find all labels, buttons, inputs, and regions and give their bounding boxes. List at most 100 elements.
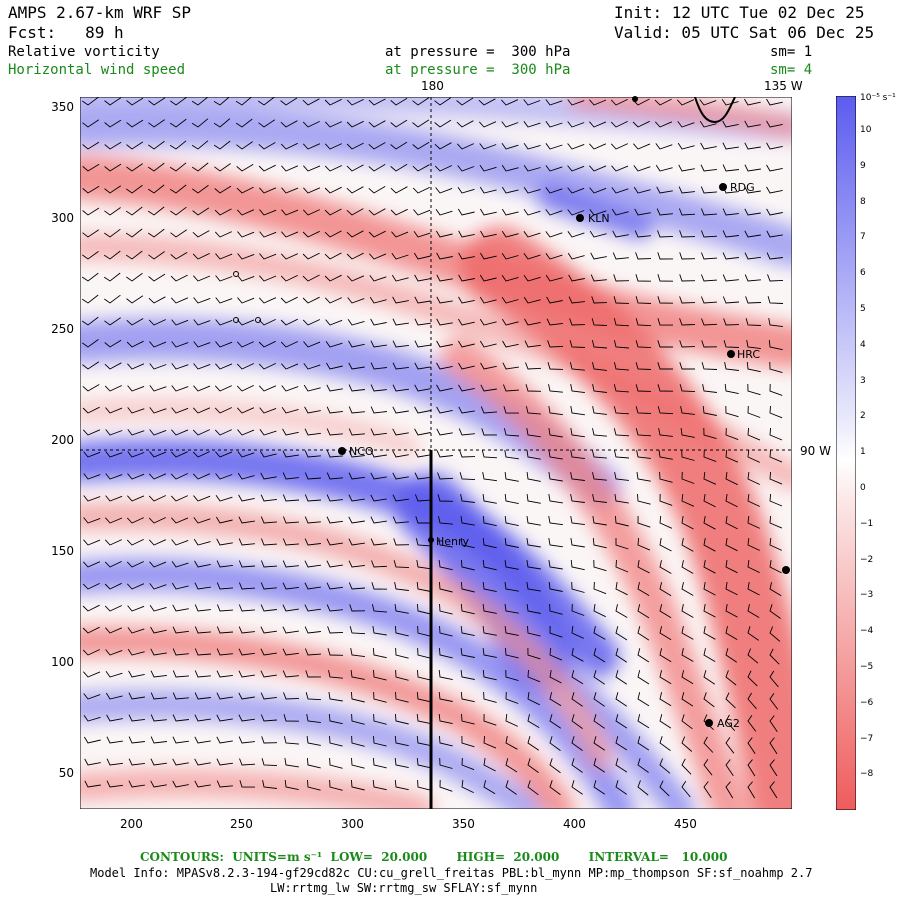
- wind-barb: [191, 118, 209, 128]
- wind-barb: [171, 385, 189, 392]
- wind-barb: [438, 713, 453, 725]
- wind-barb: [283, 692, 300, 700]
- wind-barb: [192, 451, 210, 458]
- wind-barb: [194, 604, 211, 612]
- wind-barb: [722, 164, 739, 172]
- wind-barb: [747, 560, 760, 574]
- wind-barb: [503, 406, 520, 414]
- wind-barb: [635, 296, 652, 304]
- wind-barb: [460, 581, 475, 593]
- wind-barb: [703, 648, 716, 662]
- wind-barb: [436, 252, 453, 260]
- wind-barb: [216, 516, 233, 524]
- wind-barb: [703, 494, 716, 508]
- wind-barb: [504, 647, 519, 659]
- wind-barb: [567, 231, 585, 238]
- wind-barb: [394, 582, 409, 591]
- wind-barb: [346, 164, 364, 172]
- wind-barb: [525, 384, 542, 392]
- wind-barb: [172, 604, 189, 612]
- wind-barb: [592, 428, 607, 437]
- y-tick-350: 350: [51, 100, 74, 114]
- wind-barb: [527, 692, 540, 706]
- wind-barb: [659, 648, 672, 663]
- station-nco-label: NCO: [349, 445, 374, 458]
- wind-barb: [548, 581, 563, 592]
- wind-barb: [458, 340, 475, 348]
- wind-barb: [438, 691, 453, 702]
- wind-barb: [613, 362, 630, 371]
- wind-barb: [725, 472, 738, 486]
- station-top-marker: [632, 96, 638, 102]
- wind-barb: [700, 142, 717, 150]
- wind-barb: [747, 737, 756, 755]
- wind-barb: [659, 471, 673, 483]
- wind-barb: [302, 296, 320, 304]
- wind-barb: [681, 449, 695, 461]
- wind-barb: [501, 143, 519, 150]
- wind-barb: [260, 494, 277, 502]
- wind-barb: [126, 318, 144, 326]
- wind-barb: [460, 559, 475, 571]
- wind-barb: [259, 429, 277, 436]
- wind-barb: [326, 560, 343, 568]
- wind-barb: [414, 318, 431, 326]
- wind-barb: [372, 647, 387, 659]
- wind-barb: [725, 427, 739, 441]
- meridian-label-135w: 135 W: [764, 79, 803, 93]
- wind-barb: [545, 121, 563, 128]
- wind-barb: [659, 714, 672, 729]
- wind-barb: [703, 516, 716, 530]
- wind-barb: [326, 450, 344, 458]
- wind-barb: [127, 407, 145, 414]
- wind-barb: [148, 97, 166, 106]
- wind-barb: [304, 428, 321, 436]
- wind-barb: [148, 251, 165, 260]
- wind-barb: [304, 560, 321, 568]
- wind-barb: [191, 140, 209, 150]
- wind-barb: [82, 649, 100, 656]
- wind-barb: [417, 669, 431, 681]
- wind-barb: [324, 208, 342, 216]
- map-plot: [80, 97, 792, 809]
- wind-barb: [282, 626, 299, 634]
- wind-barb: [348, 450, 365, 458]
- wind-barb: [747, 582, 760, 596]
- wind-barb: [459, 472, 476, 481]
- wind-barb: [415, 538, 432, 547]
- wind-barb: [303, 187, 321, 194]
- wind-barb: [527, 714, 540, 728]
- wind-barb: [237, 319, 255, 326]
- wind-barb: [681, 516, 694, 530]
- wind-barb: [659, 582, 672, 597]
- wind-barb: [82, 361, 100, 370]
- wind-barb: [458, 296, 475, 304]
- wind-barb: [677, 142, 695, 150]
- wind-barb: [659, 604, 672, 619]
- wind-barb: [548, 538, 563, 548]
- wind-barb: [769, 560, 782, 574]
- wind-barb: [327, 626, 344, 634]
- wind-barb: [769, 582, 782, 597]
- wind-barb: [150, 736, 167, 744]
- wind-barb: [654, 98, 672, 106]
- wind-barb: [105, 473, 123, 480]
- wind-barb: [370, 340, 387, 348]
- wind-barb: [150, 648, 167, 656]
- wind-barb: [392, 428, 409, 436]
- wind-barb: [524, 318, 541, 326]
- wind-barb: [149, 429, 167, 436]
- wind-barb: [148, 473, 167, 480]
- wind-barb: [437, 494, 454, 502]
- colorbar-label: 0: [860, 483, 866, 493]
- wind-barb: [149, 604, 167, 612]
- y-tick-250: 250: [51, 322, 74, 336]
- wind-barb: [372, 779, 387, 791]
- wind-barb: [703, 604, 716, 618]
- wind-barb: [571, 780, 583, 795]
- wind-barb: [216, 670, 233, 678]
- wind-barb: [216, 692, 233, 700]
- wind-barb: [482, 581, 497, 593]
- wind-barb: [394, 713, 409, 725]
- wind-barb: [483, 691, 497, 703]
